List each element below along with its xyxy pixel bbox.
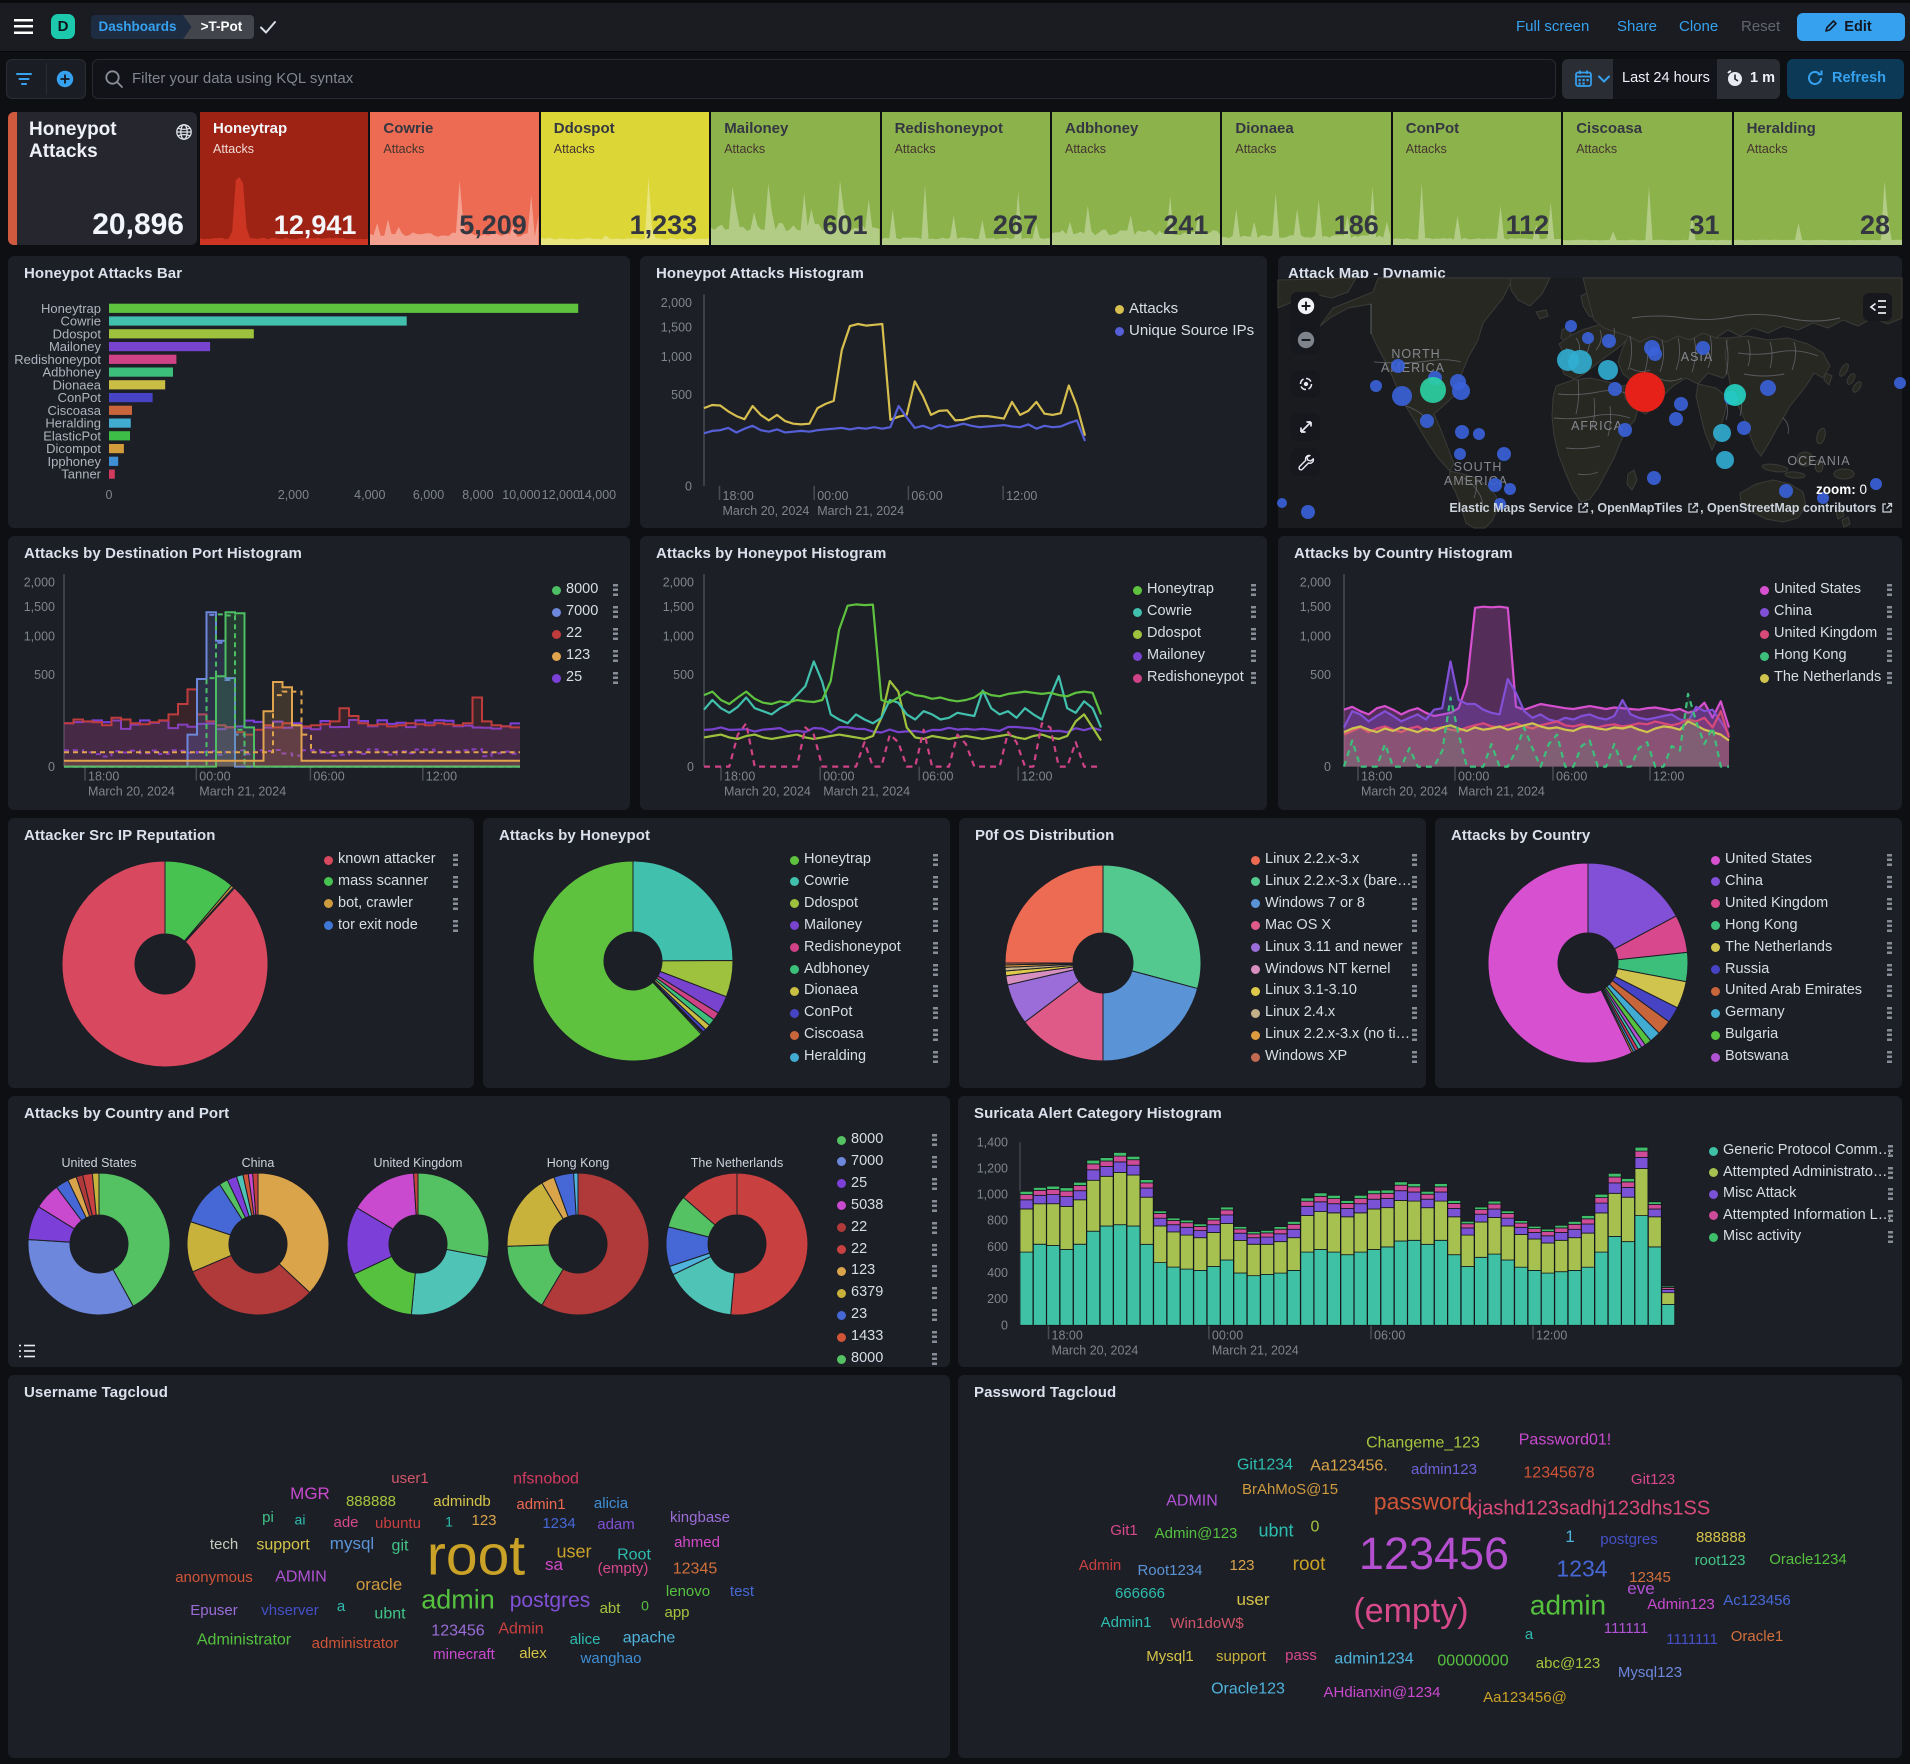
svg-text:United States: United States: [61, 1156, 136, 1170]
svg-text:500: 500: [673, 668, 694, 682]
svg-text:1,400: 1,400: [977, 1135, 1008, 1149]
svg-text:March 21, 2024: March 21, 2024: [199, 785, 286, 799]
svg-text:1,200: 1,200: [977, 1162, 1008, 1176]
svg-text:2,000: 2,000: [1300, 576, 1331, 590]
svg-text:Mailoney: Mailoney: [49, 339, 102, 354]
svg-text:18:00: 18:00: [1052, 1328, 1083, 1342]
svg-text:Ddospot: Ddospot: [53, 326, 102, 341]
svg-text:400: 400: [987, 1266, 1008, 1280]
svg-text:2,000: 2,000: [663, 576, 694, 590]
svg-text:500: 500: [1310, 668, 1331, 682]
svg-text:00:00: 00:00: [817, 489, 848, 503]
svg-text:0: 0: [1324, 760, 1331, 774]
svg-text:12,000: 12,000: [542, 488, 580, 502]
svg-text:Redishoneypot: Redishoneypot: [14, 352, 101, 367]
svg-text:1,000: 1,000: [661, 350, 692, 364]
svg-text:The Netherlands: The Netherlands: [691, 1156, 783, 1170]
svg-text:Heralding: Heralding: [45, 416, 101, 431]
svg-text:800: 800: [987, 1214, 1008, 1228]
svg-text:06:00: 06:00: [1556, 770, 1587, 784]
svg-text:00:00: 00:00: [1212, 1328, 1243, 1342]
svg-text:06:00: 06:00: [922, 770, 953, 784]
svg-text:ElasticPot: ElasticPot: [43, 428, 101, 443]
svg-text:18:00: 18:00: [723, 489, 754, 503]
svg-text:Hong Kong: Hong Kong: [547, 1156, 610, 1170]
svg-text:600: 600: [987, 1240, 1008, 1254]
svg-text:06:00: 06:00: [313, 770, 344, 784]
svg-text:March 21, 2024: March 21, 2024: [823, 785, 910, 799]
svg-text:0: 0: [48, 760, 55, 774]
svg-text:4,000: 4,000: [354, 488, 385, 502]
svg-text:18:00: 18:00: [1361, 770, 1392, 784]
svg-text:12:00: 12:00: [426, 770, 457, 784]
svg-text:NORTH: NORTH: [1391, 347, 1440, 361]
svg-text:Ciscoasa: Ciscoasa: [48, 403, 102, 418]
svg-text:Dionaea: Dionaea: [53, 377, 102, 392]
svg-text:06:00: 06:00: [911, 489, 942, 503]
svg-text:6,000: 6,000: [413, 488, 444, 502]
svg-text:OCEANIA: OCEANIA: [1787, 454, 1850, 468]
svg-text:Tanner: Tanner: [61, 467, 101, 482]
svg-text:0: 0: [685, 479, 692, 493]
svg-text:China: China: [242, 1156, 275, 1170]
svg-text:2,000: 2,000: [24, 576, 55, 590]
svg-text:10,000: 10,000: [502, 488, 540, 502]
svg-text:March 20, 2024: March 20, 2024: [1052, 1343, 1139, 1357]
svg-text:2,000: 2,000: [278, 488, 309, 502]
svg-text:Cowrie: Cowrie: [61, 314, 101, 329]
svg-text:March 21, 2024: March 21, 2024: [1458, 785, 1545, 799]
svg-text:March 20, 2024: March 20, 2024: [1361, 785, 1448, 799]
svg-text:March 21, 2024: March 21, 2024: [1212, 1343, 1299, 1357]
svg-text:United Kingdom: United Kingdom: [374, 1156, 463, 1170]
svg-text:Honeytrap: Honeytrap: [41, 301, 101, 316]
svg-text:Dicompot: Dicompot: [46, 441, 101, 456]
svg-text:1,000: 1,000: [24, 630, 55, 644]
svg-text:12:00: 12:00: [1006, 489, 1037, 503]
svg-text:ConPot: ConPot: [58, 390, 102, 405]
svg-text:1,500: 1,500: [24, 600, 55, 614]
svg-text:500: 500: [671, 388, 692, 402]
svg-text:1,500: 1,500: [661, 321, 692, 335]
svg-text:500: 500: [34, 668, 55, 682]
svg-text:SOUTH: SOUTH: [1454, 460, 1503, 474]
svg-text:00:00: 00:00: [199, 770, 230, 784]
svg-text:1,000: 1,000: [663, 630, 694, 644]
svg-text:18:00: 18:00: [724, 770, 755, 784]
svg-text:0: 0: [106, 488, 113, 502]
svg-text:18:00: 18:00: [88, 770, 119, 784]
svg-text:Ipphoney: Ipphoney: [48, 454, 102, 469]
svg-text:06:00: 06:00: [1374, 1328, 1405, 1342]
svg-text:March 20, 2024: March 20, 2024: [724, 785, 811, 799]
svg-text:2,000: 2,000: [661, 296, 692, 310]
svg-text:0: 0: [1001, 1318, 1008, 1332]
svg-text:AFRICA: AFRICA: [1571, 419, 1623, 433]
svg-text:14,000: 14,000: [578, 488, 616, 502]
svg-text:1,500: 1,500: [1300, 600, 1331, 614]
svg-text:12:00: 12:00: [1021, 770, 1052, 784]
svg-text:March 21, 2024: March 21, 2024: [817, 504, 904, 518]
svg-text:March 20, 2024: March 20, 2024: [88, 785, 175, 799]
svg-text:1,500: 1,500: [663, 600, 694, 614]
svg-text:200: 200: [987, 1292, 1008, 1306]
svg-text:00:00: 00:00: [823, 770, 854, 784]
svg-text:1,000: 1,000: [1300, 630, 1331, 644]
svg-text:1,000: 1,000: [977, 1188, 1008, 1202]
svg-text:12:00: 12:00: [1653, 770, 1684, 784]
svg-text:March 20, 2024: March 20, 2024: [723, 504, 810, 518]
svg-text:00:00: 00:00: [1458, 770, 1489, 784]
svg-text:Adbhoney: Adbhoney: [42, 365, 101, 380]
svg-text:8,000: 8,000: [462, 488, 493, 502]
svg-text:0: 0: [687, 760, 694, 774]
svg-text:12:00: 12:00: [1536, 1328, 1567, 1342]
